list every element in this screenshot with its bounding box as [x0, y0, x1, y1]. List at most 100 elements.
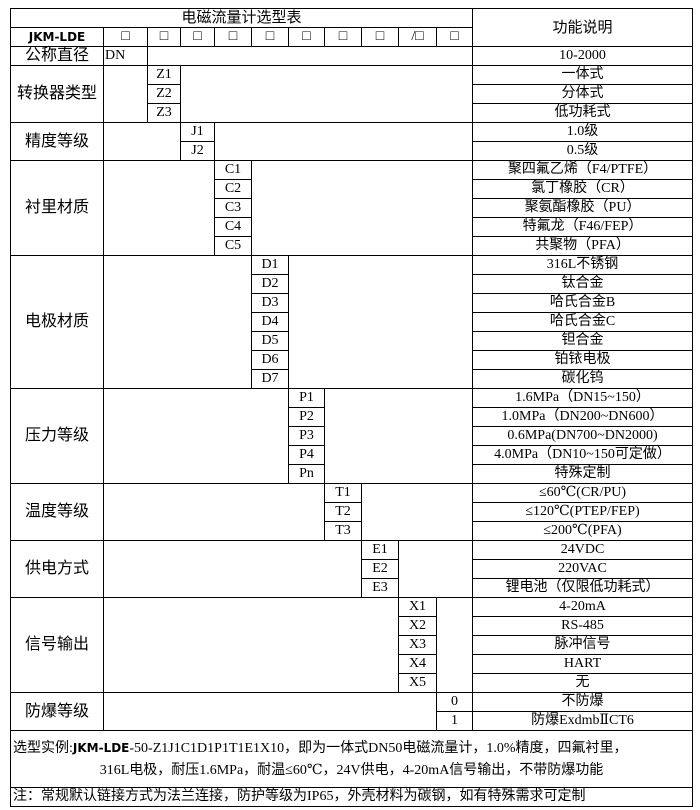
- table-title: 电磁流量计选型表: [9, 8, 474, 28]
- option-code: C4: [214, 217, 252, 237]
- blank-cell: [213, 122, 474, 161]
- option-description: 1.0级: [472, 122, 694, 142]
- section-label: 公称直径: [10, 46, 104, 66]
- example-row: 选型实例:JKM-LDE-50-Z1J1C1D1P1T1E1X10，即为一体式D…: [9, 730, 694, 788]
- code-box: □: [435, 27, 474, 47]
- table-row: 精度等级 J1 1.0级: [10, 122, 694, 161]
- blank-cell: [103, 388, 289, 484]
- blank-cell: [103, 483, 325, 541]
- option-description: 聚四氟乙烯（F4/PTFE）: [472, 160, 694, 180]
- option-description: 220VAC: [472, 559, 694, 579]
- option-description: 共聚物（PFA）: [472, 236, 694, 256]
- option-code: D2: [251, 274, 289, 294]
- code-box: □: [324, 27, 362, 47]
- model-prefix: JKM-LDE: [10, 27, 104, 47]
- option-description: 一体式: [472, 65, 694, 85]
- blank-cell: [435, 597, 474, 693]
- option-description: 特殊定制: [472, 464, 694, 484]
- blank-cell: [103, 597, 399, 693]
- section-label: 温度等级: [10, 483, 104, 541]
- note-row: 注：常规默认链接方式为法兰连接，防护等级为IP65，外壳材料为碳钢，如有特殊需求…: [9, 787, 694, 807]
- option-code: C2: [214, 179, 252, 199]
- table-row: 公称直径 DN 10-2000: [10, 46, 694, 66]
- option-description: 316L不锈钢: [472, 255, 694, 275]
- option-code: E3: [361, 578, 399, 598]
- option-description: 0.5级: [472, 141, 694, 161]
- code-box: □: [288, 27, 325, 47]
- option-description: 24VDC: [472, 540, 694, 560]
- option-description: 哈氏合金C: [472, 312, 694, 332]
- option-code: P1: [288, 388, 325, 408]
- blank-cell: [397, 540, 474, 598]
- option-code: P3: [288, 426, 325, 446]
- table-row: 衬里材质 C1 聚四氟乙烯（F4/PTFE）: [10, 160, 694, 256]
- option-code: D7: [251, 369, 289, 389]
- selection-table: 电磁流量计选型表 功能说明 JKM-LDE □ □ □ □ □ □ □ □/□ □ 公称直径 DN…: [9, 8, 694, 807]
- option-code: E1: [361, 540, 399, 560]
- option-code: X1: [398, 597, 437, 617]
- option-description: ≤120℃(PTEP/FEP): [472, 502, 694, 522]
- blank-cell: [103, 122, 181, 161]
- table-row: J2 0.5级: [11, 141, 694, 161]
- table-row: T3 ≤200℃(PFA): [11, 521, 694, 541]
- blank-cell: [103, 540, 362, 598]
- example-label: 选型实例:: [13, 740, 73, 756]
- option-code: Z3: [147, 103, 181, 123]
- option-description: 1.6MPa（DN15~150）: [472, 388, 694, 408]
- option-description: 无: [472, 673, 694, 693]
- section-label: 衬里材质: [10, 160, 104, 256]
- option-code: X2: [398, 616, 437, 636]
- example-line2: 316L电极，耐压1.6MPa，耐温≤60℃，24V供电，4-20mA信号输出，…: [99, 762, 604, 778]
- option-description: 特氟龙（F46/FEP）: [472, 217, 694, 237]
- option-code: X4: [398, 654, 437, 674]
- option-code: T2: [324, 502, 362, 522]
- table-row: D5 钽合金: [11, 331, 694, 351]
- option-description: 0.6MPa(DN700~DN2000): [472, 426, 694, 446]
- selection-example: 选型实例:JKM-LDE-50-Z1J1C1D1P1T1E1X10，即为一体式D…: [9, 730, 694, 788]
- table-row: 信号输出 X1 4-20mA: [10, 597, 694, 693]
- code-box: □: [361, 27, 399, 47]
- option-code: D3: [251, 293, 289, 313]
- blank-cell: [103, 160, 215, 256]
- code-box: □: [214, 27, 252, 47]
- option-description: 1.0MPa（DN200~DN600）: [472, 407, 694, 427]
- blank-cell: [287, 255, 474, 389]
- option-code: T1: [324, 483, 362, 503]
- option-description: 低功耗式: [472, 103, 694, 123]
- header-row-title: 电磁流量计选型表 功能说明: [9, 8, 694, 47]
- table-row: X5 无: [11, 673, 694, 693]
- code-box: □: [180, 27, 215, 47]
- section-label: 压力等级: [10, 388, 104, 484]
- option-code: P2: [288, 407, 325, 427]
- table-row: E3 锂电池（仅限低功耗式）: [11, 578, 694, 598]
- option-description: 4-20mA: [472, 597, 694, 617]
- blank-cell: [179, 65, 474, 123]
- table-row: Z3 低功耗式: [11, 103, 694, 123]
- blank-cell: [250, 160, 474, 256]
- table-row: C5 共聚物（PFA）: [11, 236, 694, 256]
- note-text: 注：常规默认链接方式为法兰连接，防护等级为IP65，外壳材料为碳钢，如有特殊需求…: [9, 787, 694, 807]
- option-code: E2: [361, 559, 399, 579]
- section-label: 信号输出: [10, 597, 104, 693]
- code-box: □: [147, 27, 181, 47]
- option-description: HART: [472, 654, 694, 674]
- option-code: 0: [435, 692, 474, 712]
- option-code: C1: [214, 160, 252, 180]
- table-row: Pn 特殊定制: [11, 464, 694, 484]
- option-code: X3: [398, 635, 437, 655]
- table-row: C4 特氟龙（F46/FEP）: [11, 217, 694, 237]
- option-code: Pn: [288, 464, 325, 484]
- table-row: 供电方式 E1 24VDC: [10, 540, 694, 598]
- table-row: X4 HART: [11, 654, 694, 674]
- option-code: C5: [214, 236, 252, 256]
- option-code: P4: [288, 445, 325, 465]
- option-description: 10-2000: [472, 46, 694, 66]
- table-row: X3 脉冲信号: [11, 635, 694, 655]
- option-description: 锂电池（仅限低功耗式）: [472, 578, 694, 598]
- option-description: 钛合金: [472, 274, 694, 294]
- table-row: D4 哈氏合金C: [11, 312, 694, 332]
- code-box: /□: [398, 27, 437, 47]
- blank-cell: [323, 388, 474, 484]
- blank-cell: [103, 65, 148, 123]
- option-description: 分体式: [472, 84, 694, 104]
